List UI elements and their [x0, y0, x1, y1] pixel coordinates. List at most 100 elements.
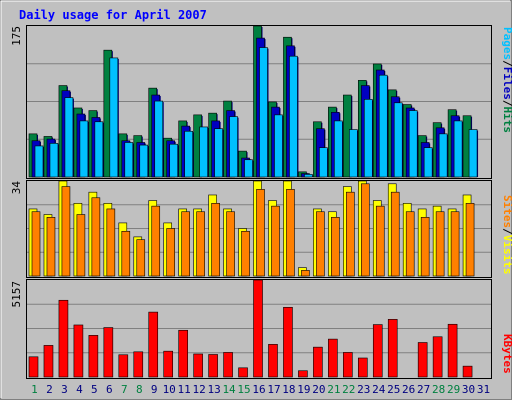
pages-bar-day-23 — [363, 99, 373, 178]
sites-bar-day-3 — [61, 186, 71, 277]
pages-bar-day-26 — [408, 110, 418, 178]
kbytes-bar-day-8 — [133, 351, 144, 378]
day-label-11: 11 — [178, 383, 191, 396]
files-legend: Files — [501, 67, 512, 100]
sites-bar-day-12 — [196, 211, 205, 277]
sites-bar-day-4 — [76, 214, 86, 277]
kbytes-bar-day-25 — [387, 319, 398, 378]
kbytes-bar-day-1 — [28, 356, 39, 378]
pages-bar-day-17 — [274, 114, 283, 178]
pages-bar-day-21 — [334, 120, 343, 178]
kbytes-bar-day-3 — [58, 299, 69, 378]
kbytes-bar-day-27 — [417, 342, 428, 378]
kbytes-bar-day-22 — [343, 352, 353, 378]
pages-bar-day-8 — [139, 144, 149, 178]
sites-bar-day-26 — [405, 211, 415, 277]
sites-bar-day-22 — [346, 191, 355, 277]
sites-bar-day-21 — [331, 217, 340, 277]
pages-bar-day-12 — [199, 126, 208, 178]
pages-bar-day-1 — [34, 145, 44, 178]
day-label-16: 16 — [252, 383, 265, 396]
kbytes-bar-day-12 — [193, 353, 203, 378]
pages-bar-day-7 — [124, 142, 134, 178]
kbytes-bar-day-23 — [357, 357, 368, 378]
day-label-3: 3 — [61, 383, 68, 396]
hits-legend: Hits — [501, 107, 512, 134]
pages-bar-day-4 — [79, 120, 89, 178]
sites-bar-day-9 — [151, 205, 161, 277]
day-label-15: 15 — [237, 383, 250, 396]
kbytes-bar-day-19 — [298, 370, 308, 378]
kbytes-bar-day-28 — [432, 336, 443, 378]
sites-bar-day-1 — [31, 211, 41, 277]
kbytes-bar-day-5 — [88, 335, 99, 378]
day-label-24: 24 — [372, 383, 386, 396]
pages-bar-day-3 — [64, 97, 74, 178]
kbytes-panel: 5157 KBytes — [10, 279, 512, 379]
pages-bar-day-10 — [169, 143, 179, 178]
sites-bar-day-27 — [420, 217, 430, 277]
pages-bar-day-15 — [244, 159, 253, 178]
kbytes-bar-day-7 — [118, 354, 129, 378]
pages-bar-day-29 — [453, 120, 463, 178]
visits-panel: 34 Sites/Visits — [10, 180, 512, 278]
sites-bar-day-14 — [226, 211, 235, 277]
sites-bar-day-24 — [375, 205, 385, 277]
day-label-31: 31 — [477, 383, 490, 396]
kbytes-bar-day-24 — [372, 324, 383, 378]
pages-bar-day-14 — [229, 116, 238, 178]
hits-ymax-label: 175 — [10, 26, 23, 46]
kbytes-bar-day-10 — [163, 350, 174, 378]
day-label-6: 6 — [106, 383, 113, 396]
day-label-21: 21 — [327, 383, 340, 396]
pages-legend: Pages — [501, 27, 512, 60]
kbytes-ymax-label: 5157 — [10, 281, 23, 308]
legend-separator: / — [501, 100, 512, 107]
pages-bar-day-18 — [289, 55, 298, 178]
sites-bar-day-5 — [91, 197, 101, 277]
pages-bar-day-9 — [154, 100, 164, 178]
pages-bar-day-28 — [438, 133, 448, 178]
day-label-19: 19 — [297, 383, 310, 396]
sites-bar-day-15 — [241, 230, 250, 277]
pages-bar-day-11 — [184, 130, 193, 178]
sites-bar-day-11 — [181, 211, 190, 277]
pages-bar-day-25 — [393, 102, 403, 178]
sites-bar-day-29 — [450, 211, 460, 277]
day-labels: 1 2 3 4 5 6 7 8 9 10 11 12 13 14 15 16 17 18 19 20 21 22 23 24 2… — [31, 383, 490, 396]
sites-legend: Sites — [501, 195, 512, 228]
day-label-10: 10 — [163, 383, 176, 396]
day-label-22: 22 — [342, 383, 355, 396]
kbytes-bar-day-20 — [313, 346, 323, 378]
sites-bar-day-10 — [166, 228, 176, 277]
day-label-5: 5 — [91, 383, 98, 396]
kbytes-bar-day-21 — [328, 338, 338, 378]
kbytes-bar-day-18 — [283, 306, 293, 378]
sites-bar-day-25 — [390, 191, 400, 277]
day-label-25: 25 — [387, 383, 400, 396]
day-label-14: 14 — [222, 383, 236, 396]
sites-bar-day-17 — [271, 205, 280, 277]
kbytes-bar-day-17 — [268, 344, 278, 378]
sites-bar-day-20 — [316, 211, 325, 277]
kbytes-bar-day-14 — [223, 352, 233, 378]
day-label-4: 4 — [76, 383, 83, 396]
sites-bar-day-8 — [136, 239, 146, 277]
sites-bar-day-6 — [106, 208, 116, 277]
hits-axis-label: Pages/Files/Hits — [501, 27, 512, 133]
pages-bar-day-5 — [94, 121, 104, 178]
kbytes-legend: KBytes — [501, 334, 512, 374]
day-label-23: 23 — [357, 383, 370, 396]
kbytes-bar-day-11 — [178, 329, 188, 378]
pages-bar-day-16 — [259, 47, 268, 178]
day-label-17: 17 — [267, 383, 280, 396]
sites-bar-day-7 — [121, 230, 131, 277]
sites-bar-day-30 — [465, 203, 475, 277]
kbytes-axis-label: KBytes — [501, 334, 512, 374]
kbytes-bar-day-9 — [148, 311, 159, 378]
pages-bar-day-27 — [423, 147, 433, 178]
kbytes-bar-day-29 — [447, 323, 458, 378]
kbytes-bar-day-13 — [208, 354, 218, 378]
sites-bar-day-28 — [435, 211, 445, 277]
day-label-30: 30 — [462, 383, 475, 396]
